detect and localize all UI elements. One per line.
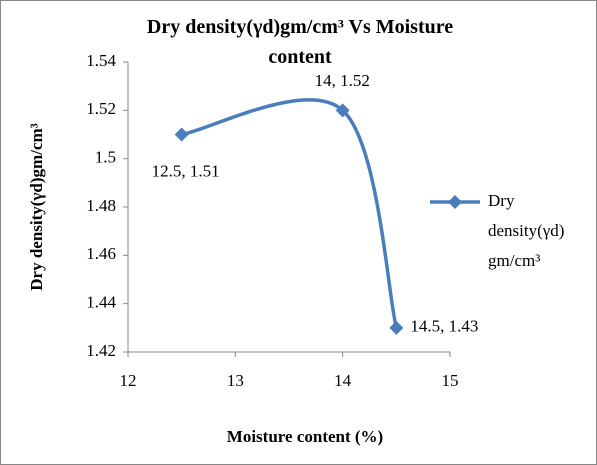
- x-tick-label: 15: [442, 371, 459, 390]
- y-tick-label: 1.42: [86, 341, 116, 360]
- legend-marker: [448, 195, 462, 209]
- y-tick-label: 1.52: [86, 99, 116, 118]
- chart-title: Dry density(γd)gm/cm³ Vs Moisture content: [147, 16, 453, 68]
- data-label: 14, 1.52: [315, 71, 370, 90]
- y-tick-label: 1.5: [95, 148, 116, 167]
- data-label: 12.5, 1.51: [152, 161, 220, 180]
- y-tick-label: 1.54: [86, 51, 116, 70]
- data-point: [335, 103, 350, 118]
- y-tick-label: 1.48: [86, 196, 116, 215]
- x-tick-label: 12: [120, 371, 137, 390]
- legend-label: Dry density(γd) gm/cm³: [488, 191, 564, 270]
- data-point: [389, 320, 404, 335]
- x-tick-label: 14: [334, 371, 352, 390]
- x-tick-label: 13: [227, 371, 244, 390]
- y-axis-label: Dry density(γd)gm/cm³: [27, 123, 46, 290]
- y-tick-label: 1.46: [86, 244, 116, 263]
- data-point: [174, 127, 189, 142]
- x-axis-label: Moisture content (%): [227, 427, 383, 446]
- data-label: 14.5, 1.43: [410, 317, 478, 336]
- y-tick-label: 1.44: [86, 293, 116, 312]
